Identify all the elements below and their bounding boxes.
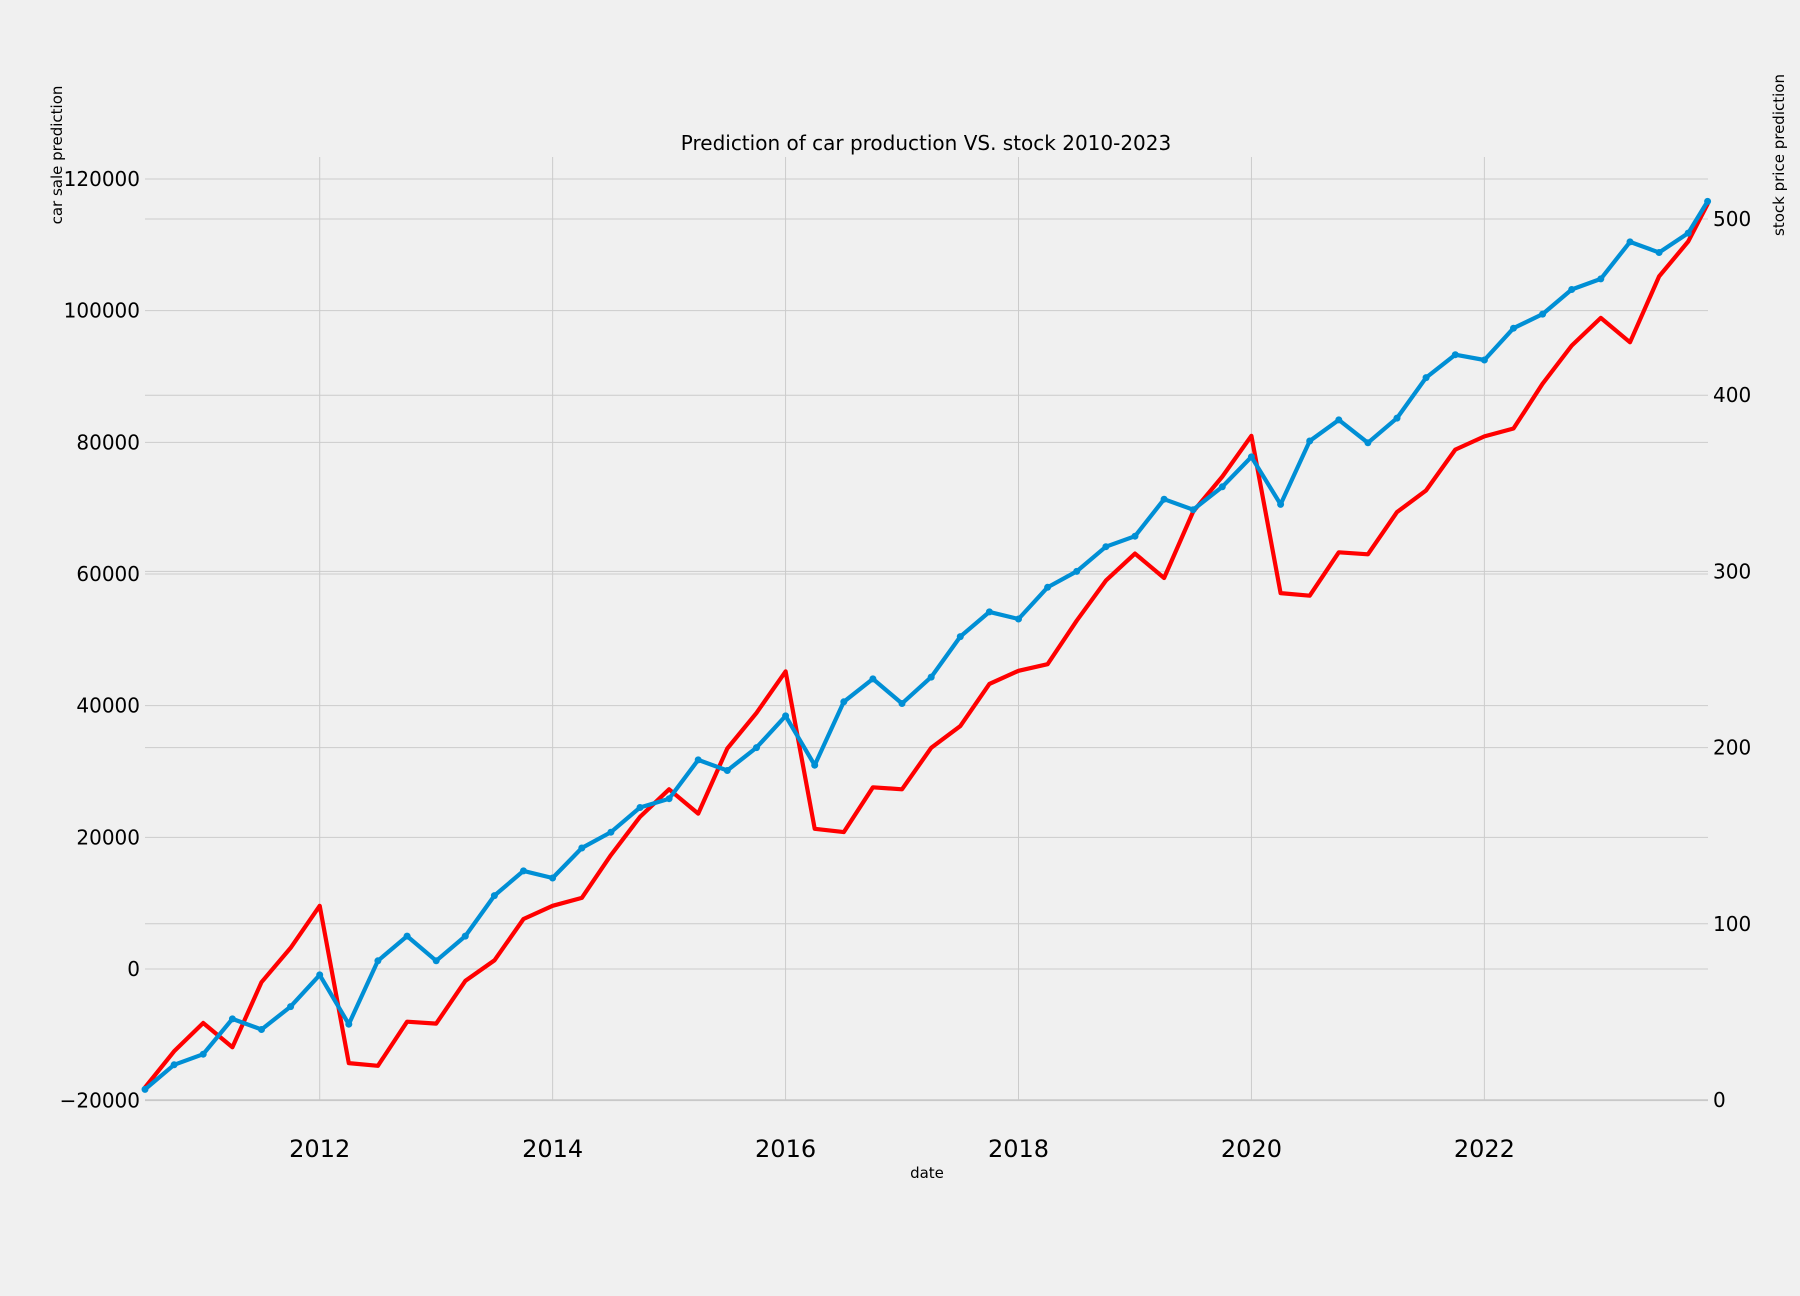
data-point xyxy=(1364,439,1372,447)
data-point xyxy=(403,932,411,940)
left-tick-label: 20000 xyxy=(76,825,140,849)
grid-lines xyxy=(145,157,1708,1102)
data-point xyxy=(228,1015,236,1023)
data-point xyxy=(1189,506,1197,514)
x-tick-label: 2012 xyxy=(289,1135,350,1163)
data-point xyxy=(287,1003,295,1011)
data-point xyxy=(1306,437,1314,445)
data-point xyxy=(258,1026,265,1033)
data-point xyxy=(549,874,557,882)
data-point xyxy=(520,867,527,875)
data-point xyxy=(1247,453,1255,461)
series-lines xyxy=(141,197,1712,1093)
chart-title: Prediction of car production VS. stock 2… xyxy=(681,131,1171,155)
data-point xyxy=(1684,229,1692,237)
data-point xyxy=(1480,356,1488,364)
data-point xyxy=(694,756,702,764)
right-tick-label: 200 xyxy=(1713,736,1751,760)
data-point xyxy=(141,1085,149,1093)
data-point xyxy=(199,1050,207,1058)
data-point xyxy=(753,744,760,752)
left-y-tick-labels: −20000 0 20000 40000 60000 80000 100000 120000 xyxy=(60,167,140,1113)
data-point xyxy=(1131,532,1139,540)
data-point xyxy=(927,673,935,681)
right-y-tick-labels: 0 100 200 300 400 500 xyxy=(1713,207,1751,1112)
data-point xyxy=(1160,495,1168,503)
data-point xyxy=(461,932,469,940)
data-point xyxy=(1015,615,1022,623)
data-point xyxy=(1704,197,1712,205)
left-tick-label: 80000 xyxy=(76,430,140,454)
data-point xyxy=(811,761,819,769)
x-tick-labels: 2012 2014 2016 2018 2020 2022 xyxy=(289,1135,1515,1163)
left-tick-label: 0 xyxy=(127,957,140,981)
right-tick-label: 500 xyxy=(1713,207,1751,231)
data-point xyxy=(1073,567,1081,575)
data-point xyxy=(345,1020,353,1028)
right-y-axis-label: stock price prediction xyxy=(1770,74,1788,236)
data-point xyxy=(1626,238,1634,246)
data-point xyxy=(985,608,993,616)
data-point xyxy=(1393,414,1401,422)
data-point xyxy=(1422,374,1430,382)
left-tick-label: 60000 xyxy=(76,562,140,586)
series-line-1 xyxy=(142,201,1710,1090)
data-point xyxy=(1218,483,1226,491)
data-point xyxy=(1539,310,1547,318)
data-point xyxy=(316,971,324,979)
right-tick-label: 0 xyxy=(1713,1088,1726,1112)
data-point xyxy=(1568,286,1576,293)
data-point xyxy=(840,698,848,706)
data-point xyxy=(170,1061,178,1069)
data-point xyxy=(665,795,673,803)
data-point xyxy=(1277,500,1285,508)
right-tick-label: 100 xyxy=(1713,912,1751,936)
data-point xyxy=(898,700,906,707)
x-tick-label: 2018 xyxy=(988,1135,1049,1163)
data-point xyxy=(782,712,790,720)
left-y-axis-label: car sale prediction xyxy=(48,86,66,225)
x-tick-label: 2014 xyxy=(522,1135,583,1163)
data-point xyxy=(1451,351,1459,359)
data-point xyxy=(490,892,498,900)
x-tick-label: 2022 xyxy=(1454,1135,1515,1163)
data-point xyxy=(374,957,382,965)
data-point xyxy=(432,957,440,965)
left-tick-label: −20000 xyxy=(60,1089,140,1113)
x-tick-label: 2016 xyxy=(755,1135,816,1163)
left-tick-label: 100000 xyxy=(64,299,140,323)
data-point xyxy=(723,767,731,774)
data-point xyxy=(636,804,644,811)
left-tick-label: 120000 xyxy=(64,167,140,191)
right-tick-label: 400 xyxy=(1713,383,1751,407)
data-point xyxy=(1044,583,1052,591)
series-line-2 xyxy=(142,199,1710,1092)
x-axis-label: date xyxy=(910,1164,944,1182)
x-tick-label: 2020 xyxy=(1221,1135,1282,1163)
data-point xyxy=(956,633,964,641)
data-point xyxy=(1335,416,1343,424)
right-tick-label: 300 xyxy=(1713,559,1751,583)
data-point xyxy=(869,675,877,683)
data-point xyxy=(1102,543,1110,551)
data-point xyxy=(1510,324,1517,332)
data-point xyxy=(1597,275,1605,283)
data-point xyxy=(578,844,586,852)
data-point xyxy=(607,828,615,836)
left-tick-label: 40000 xyxy=(76,694,140,718)
data-point xyxy=(1655,249,1663,256)
